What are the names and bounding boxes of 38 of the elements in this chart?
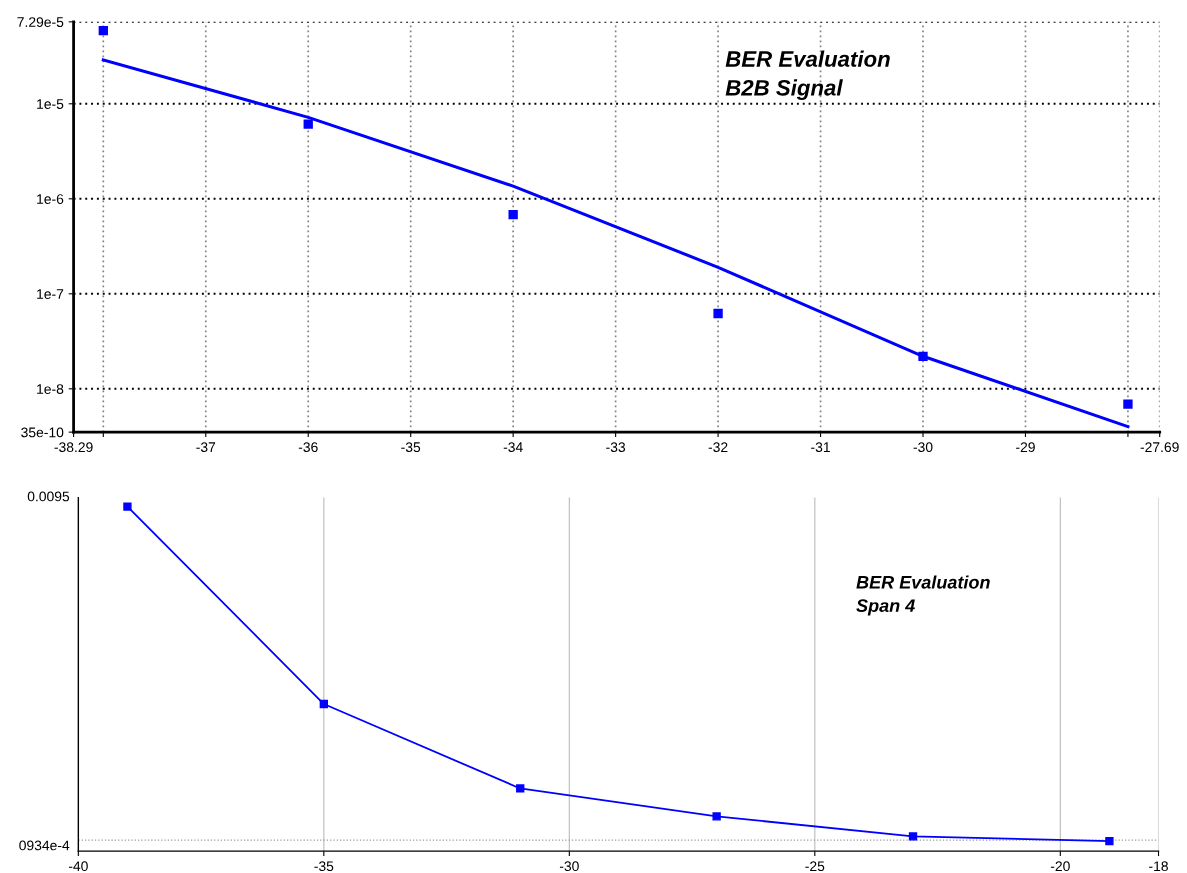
point: [508, 210, 518, 220]
x-tick-label: -32: [708, 442, 728, 453]
point: [516, 784, 525, 793]
annotation: BER Evaluation B2B Signal: [725, 50, 890, 101]
annotation: BER Evaluation Span 4: [856, 575, 990, 616]
x-tick-label: -27.69: [1140, 442, 1179, 453]
x-tick-label: -36: [298, 442, 318, 453]
point: [98, 25, 108, 36]
y-tick-label: 7.29e-5: [17, 17, 64, 27]
text: 0.0095: [27, 491, 70, 502]
point: [319, 699, 329, 709]
y-tick-label: 35e-10: [21, 427, 64, 438]
x-tick-label: -34: [503, 442, 523, 453]
point: [713, 308, 723, 319]
point: [1123, 399, 1133, 409]
x-tick-label: -25: [805, 861, 825, 872]
x-tick-label: -40: [68, 861, 88, 872]
y-tick-label: 1e-5: [37, 99, 64, 109]
point: [303, 119, 313, 129]
x-tick-label: -35: [401, 442, 421, 453]
point: [712, 812, 721, 821]
x-tick-label: -18: [1149, 861, 1168, 872]
x-tick-label: -38.29: [54, 442, 93, 453]
x-tick-label: -29: [1016, 442, 1035, 453]
y-tick-label: 1e-7: [37, 289, 64, 299]
x-tick-label: -33: [606, 442, 626, 453]
x-tick-label: -20: [1050, 861, 1070, 872]
ref-line-label: 0934e-4: [19, 840, 70, 851]
point: [1105, 837, 1114, 846]
y-tick-label: 1e-8: [37, 384, 64, 394]
point: [908, 832, 918, 841]
x-tick-label: -35: [314, 861, 334, 872]
point: [123, 502, 132, 511]
x-tick-label: -30: [913, 442, 933, 453]
x-tick-label: -30: [559, 861, 579, 872]
x-tick-label: -37: [196, 442, 216, 453]
y-tick-label: 1e-6: [37, 194, 64, 204]
x-tick-label: -31: [811, 442, 830, 453]
